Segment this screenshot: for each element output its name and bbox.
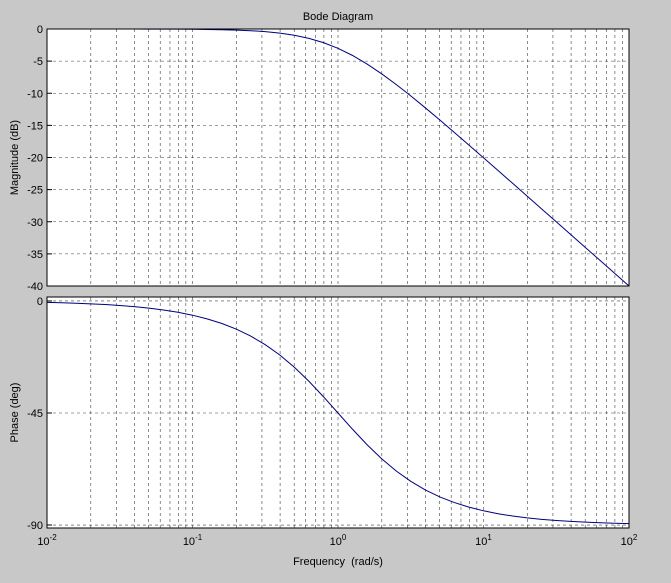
x-tick-label: 100 [330,533,347,548]
y-tick-label: -30 [27,217,43,229]
axes-frame [46,296,630,529]
y-tick-label: -20 [27,153,43,165]
x-tick-label: 101 [475,533,492,548]
y-tick-label: -90 [27,520,43,532]
y-tick-label: -40 [27,281,43,293]
y-tick-label: -45 [27,408,43,420]
x-tick-label: 10-1 [183,533,203,548]
y-tick-label: -15 [27,120,43,132]
x-tick-label: 10-2 [37,533,57,548]
y-tick-label: -25 [27,185,43,197]
chart-title: Bode Diagram [303,11,373,23]
x-axis-label: Frequency (rad/s) [293,556,383,568]
y-axis-label: Magnitude (dB) [9,120,21,195]
y-tick-label: 0 [37,296,43,308]
data-line [46,301,630,525]
y-tick-label: -5 [33,56,43,68]
y-tick-label: -35 [27,249,43,261]
y-axis-label: Phase (deg) [9,383,21,443]
y-tick-label: -10 [27,88,43,100]
y-tick-label: 0 [37,24,43,36]
x-tick-label: 102 [621,533,638,548]
axes-frame [46,28,630,287]
